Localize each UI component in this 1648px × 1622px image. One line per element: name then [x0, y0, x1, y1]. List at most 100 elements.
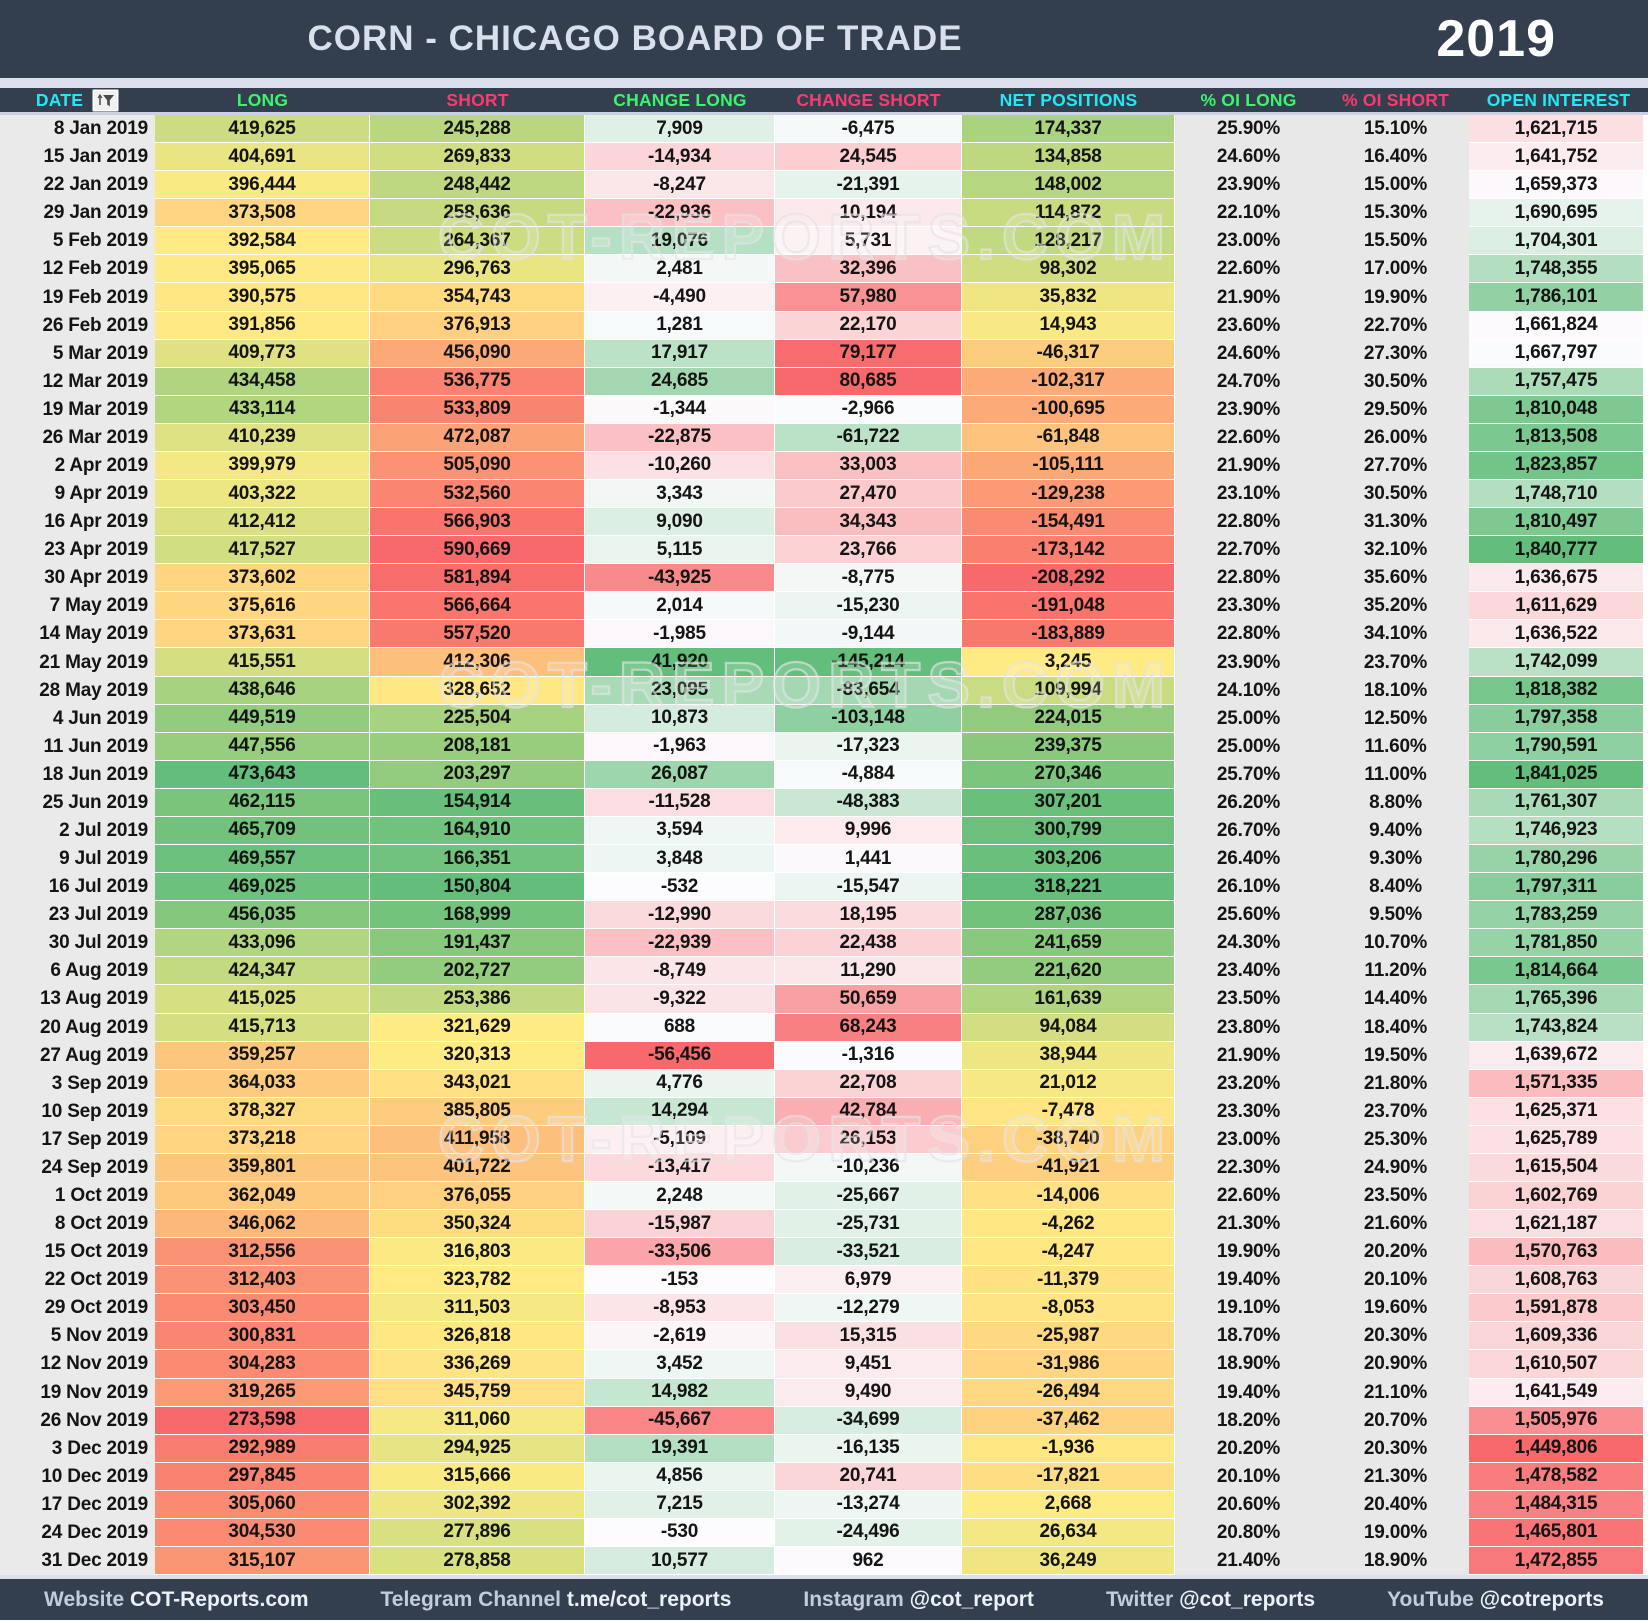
cell-short: 253,386: [370, 985, 585, 1014]
cell-net-positions: 300,799: [962, 816, 1175, 846]
cell-open-interest: 1,823,857: [1469, 451, 1648, 481]
cell-open-interest: 1,742,099: [1469, 648, 1648, 677]
cell-change-short: -17,323: [775, 732, 962, 761]
cell-change-short: -48,383: [775, 788, 962, 817]
cell--oi-short: 20.40%: [1322, 1490, 1469, 1519]
cell-change-short: -2,966: [775, 395, 962, 424]
cell-long: 396,444: [155, 171, 370, 200]
cell-open-interest: 1,621,715: [1469, 115, 1648, 144]
cell-change-long: 5,115: [585, 536, 775, 565]
cell-change-short: -61,722: [775, 423, 962, 452]
cell-open-interest: 1,505,976: [1469, 1406, 1648, 1435]
cell-short: 225,504: [370, 704, 585, 733]
cell-net-positions: 270,346: [962, 760, 1175, 789]
cell-change-short: 962: [775, 1546, 962, 1576]
cell-open-interest: 1,757,475: [1469, 367, 1648, 396]
cell-net-positions: 221,620: [962, 957, 1175, 986]
cell-open-interest: 1,472,855: [1469, 1546, 1648, 1576]
cell-change-long: 19,076: [585, 227, 775, 256]
cell-short: 294,925: [370, 1434, 585, 1463]
cell-change-long: -56,456: [585, 1041, 775, 1070]
cell-short: 376,913: [370, 311, 585, 340]
cell-net-positions: 239,375: [962, 732, 1175, 761]
cell-net-positions: -38,740: [962, 1125, 1175, 1154]
footer-website[interactable]: Website COT-Reports.com: [44, 1588, 309, 1612]
cell-change-long: -1,985: [585, 620, 775, 649]
cell-date: 24 Dec 2019: [0, 1518, 155, 1547]
cell-change-long: 4,776: [585, 1069, 775, 1098]
cell--oi-long: 19.40%: [1175, 1266, 1322, 1295]
footer-youtube[interactable]: YouTube @cotreports: [1387, 1588, 1604, 1612]
cell--oi-long: 20.60%: [1175, 1490, 1322, 1519]
cell-net-positions: -105,111: [962, 451, 1175, 481]
cell-net-positions: -154,491: [962, 508, 1175, 537]
cell-long: 346,062: [155, 1210, 370, 1239]
cell-short: 326,818: [370, 1322, 585, 1351]
cell--oi-short: 23.70%: [1322, 1097, 1469, 1126]
cell--oi-long: 19.90%: [1175, 1238, 1322, 1267]
cell-date: 6 Aug 2019: [0, 957, 155, 986]
cell-net-positions: -183,889: [962, 620, 1175, 649]
cell-long: 305,060: [155, 1490, 370, 1519]
cell-open-interest: 1,667,797: [1469, 339, 1648, 368]
cell-short: 354,743: [370, 283, 585, 312]
cell-date: 8 Oct 2019: [0, 1210, 155, 1239]
footer-instagram-label: Instagram: [803, 1587, 910, 1611]
cell--oi-long: 26.40%: [1175, 845, 1322, 874]
cell-net-positions: -4,247: [962, 1238, 1175, 1267]
cell--oi-short: 8.80%: [1322, 788, 1469, 817]
cell-change-long: -11,528: [585, 788, 775, 817]
cell--oi-short: 11.00%: [1322, 760, 1469, 789]
cell--oi-short: 34.10%: [1322, 620, 1469, 649]
cell-open-interest: 1,790,591: [1469, 732, 1648, 761]
cell-date: 19 Feb 2019: [0, 283, 155, 312]
cell-net-positions: 174,337: [962, 115, 1175, 144]
cell-date: 30 Apr 2019: [0, 564, 155, 593]
cell-date: 24 Sep 2019: [0, 1153, 155, 1182]
cell--oi-short: 35.20%: [1322, 592, 1469, 621]
footer-youtube-label: YouTube: [1387, 1587, 1480, 1611]
footer-twitter[interactable]: Twitter @cot_reports: [1106, 1588, 1315, 1612]
cell--oi-short: 21.30%: [1322, 1462, 1469, 1491]
cell-open-interest: 1,636,522: [1469, 620, 1648, 649]
cell--oi-long: 24.10%: [1175, 676, 1322, 705]
cell-change-long: -9,322: [585, 985, 775, 1014]
cell-short: 385,805: [370, 1097, 585, 1126]
cell-short: 150,804: [370, 873, 585, 902]
cell-change-short: 23,766: [775, 536, 962, 565]
cell-open-interest: 1,621,187: [1469, 1210, 1648, 1239]
cell--oi-long: 22.80%: [1175, 508, 1322, 537]
cell-open-interest: 1,591,878: [1469, 1294, 1648, 1323]
footer-instagram[interactable]: Instagram @cot_report: [803, 1588, 1034, 1612]
cell-short: 269,833: [370, 143, 585, 172]
cell-change-long: 14,982: [585, 1378, 775, 1407]
cell-change-long: 3,594: [585, 816, 775, 846]
cell-change-short: 26,153: [775, 1125, 962, 1154]
column-header-label: LONG: [236, 89, 289, 110]
cell--oi-short: 21.10%: [1322, 1378, 1469, 1407]
footer-telegram[interactable]: Telegram Channel t.me/cot_reports: [381, 1588, 732, 1612]
cell-change-short: 68,243: [775, 1013, 962, 1042]
cell-change-short: 79,177: [775, 339, 962, 368]
column-header-label: % OI LONG: [1200, 89, 1297, 110]
cell-open-interest: 1,783,259: [1469, 901, 1648, 930]
cell-date: 14 May 2019: [0, 620, 155, 649]
cell--oi-long: 20.10%: [1175, 1462, 1322, 1491]
cell-short: 345,759: [370, 1378, 585, 1407]
filter-icon[interactable]: [92, 88, 120, 112]
cell-date: 17 Dec 2019: [0, 1490, 155, 1519]
column-header-label: % OI SHORT: [1341, 89, 1449, 110]
cell-long: 392,584: [155, 227, 370, 256]
cell-open-interest: 1,780,296: [1469, 845, 1648, 874]
cell--oi-long: 23.60%: [1175, 311, 1322, 340]
cell-net-positions: -129,238: [962, 480, 1175, 509]
cell-net-positions: 134,858: [962, 143, 1175, 172]
cell-change-long: 2,248: [585, 1181, 775, 1211]
cell-short: 472,087: [370, 423, 585, 452]
cell-net-positions: 241,659: [962, 929, 1175, 958]
cell-open-interest: 1,748,355: [1469, 255, 1648, 284]
cell-long: 304,530: [155, 1518, 370, 1547]
cell-date: 25 Jun 2019: [0, 788, 155, 817]
cell--oi-short: 20.10%: [1322, 1266, 1469, 1295]
cell-net-positions: -37,462: [962, 1406, 1175, 1435]
